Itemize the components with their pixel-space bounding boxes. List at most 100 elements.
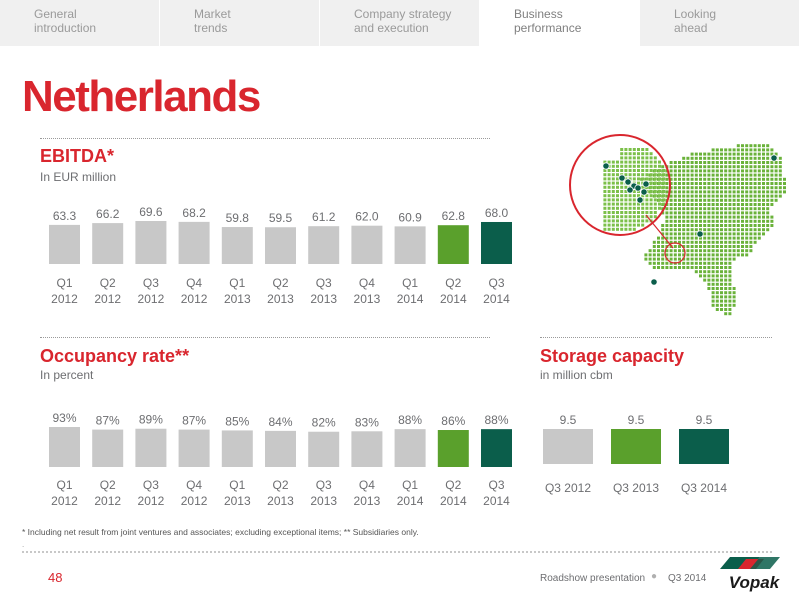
tab-market-trends[interactable]: Market trends (160, 0, 320, 46)
zoom-dot (632, 148, 636, 151)
map-dot (720, 148, 723, 152)
zoom-dot (620, 164, 624, 168)
tab-looking-ahead[interactable]: Looking ahead (640, 0, 800, 46)
zoom-dot (603, 194, 607, 198)
bar-occupancy-7 (351, 431, 383, 467)
zoom-dot (649, 190, 653, 193)
map-dot (753, 156, 757, 160)
map-dot (661, 224, 665, 227)
value-label-storage-2: 9.5 (696, 413, 713, 427)
map-dot (703, 274, 707, 278)
map-dot (690, 161, 694, 164)
map-dot (707, 274, 711, 278)
map-dot (686, 165, 690, 169)
map-dot (728, 156, 732, 160)
zoom-dot (653, 173, 657, 177)
zoom-dot (611, 198, 615, 202)
map-dot (728, 245, 732, 248)
tab-business-performance[interactable]: Business performance (480, 0, 640, 46)
map-dot (690, 194, 694, 198)
map-dot (741, 182, 744, 185)
map-dot (682, 245, 686, 248)
map-dot (690, 203, 694, 206)
map-dot (707, 224, 711, 227)
value-label-ebitda-9: 62.8 (442, 209, 466, 223)
zoom-dot (620, 181, 624, 185)
map-dot (724, 182, 728, 185)
map-dot (686, 253, 690, 257)
map-dot (757, 215, 761, 219)
map-dot (724, 270, 728, 274)
zoom-dot (632, 215, 636, 219)
map-dot (724, 303, 728, 307)
map-dot (686, 240, 690, 244)
map-dot (661, 261, 665, 265)
map-dot (753, 148, 757, 152)
map-dot (736, 169, 740, 173)
map-dot (736, 182, 740, 185)
zoom-dot (658, 198, 661, 202)
map-dot (673, 194, 677, 198)
map-dot (728, 198, 732, 202)
storage-subtitle: in million cbm (540, 368, 613, 382)
map-dot (686, 161, 690, 164)
zoom-dot (607, 181, 611, 185)
category-label-ebitda-7-1: 2013 (354, 292, 381, 306)
zoom-dot (632, 190, 636, 193)
map-dot (682, 177, 686, 181)
tab-company-strategy[interactable]: Company strategy and execution (320, 0, 480, 46)
map-dot (728, 190, 732, 194)
map-dot (762, 152, 765, 156)
zoom-dot (624, 215, 628, 219)
zoom-dot (649, 169, 653, 172)
map-dot (732, 161, 736, 164)
value-label-storage-1: 9.5 (628, 413, 645, 427)
map-dot (699, 240, 702, 244)
category-label-ebitda-0-1: 2012 (51, 292, 78, 306)
map-dot (707, 190, 711, 194)
zoom-dot (611, 185, 615, 189)
map-dot (728, 261, 732, 265)
map-dot (757, 219, 761, 223)
map-dot (703, 182, 707, 185)
map-dot (707, 253, 711, 257)
map-dot (703, 236, 707, 240)
map-dot (753, 240, 757, 244)
map-dot (673, 198, 677, 202)
map-dot (703, 253, 707, 257)
map-dot (665, 249, 669, 253)
map-dot (657, 236, 660, 240)
map-dot (732, 219, 736, 223)
map-dot (711, 161, 715, 164)
map-dot (703, 261, 707, 265)
map-dot (711, 303, 715, 307)
map-dot (694, 169, 698, 173)
map-dot (682, 190, 686, 194)
map-dot (707, 152, 711, 156)
tab-general-introduction[interactable]: General introduction (0, 0, 160, 46)
map-dot (715, 274, 719, 278)
map-dot (741, 219, 744, 223)
map-dot (694, 165, 698, 169)
map-dot (724, 169, 728, 173)
map-dot (774, 152, 778, 156)
category-label-occupancy-0-1: 2012 (51, 494, 78, 508)
logo-text: Vopak (729, 573, 781, 592)
zoom-dot (620, 206, 624, 210)
zoom-dot (641, 148, 645, 151)
map-dot (703, 161, 707, 164)
map-dot (766, 165, 770, 169)
ebitda-subtitle: In EUR million (40, 170, 117, 184)
map-dot (720, 291, 723, 295)
category-label-occupancy-1-0: Q2 (100, 478, 116, 492)
map-dot (690, 261, 694, 265)
category-label-ebitda-1-0: Q2 (100, 276, 116, 290)
map-dot (736, 224, 740, 227)
map-dot (694, 211, 698, 215)
map-dot (661, 232, 665, 236)
category-label-ebitda-8-1: 2014 (397, 292, 424, 306)
map-dot (728, 291, 732, 295)
map-dot (728, 303, 732, 307)
zoom-dot (632, 194, 636, 198)
category-label-occupancy-10-1: 2014 (483, 494, 510, 508)
